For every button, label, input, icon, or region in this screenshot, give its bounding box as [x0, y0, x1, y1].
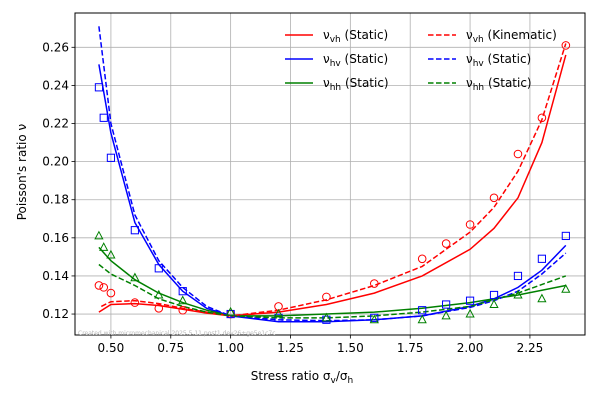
data-point-triangle: [99, 242, 109, 251]
legend-label: νhh (Static): [323, 76, 389, 93]
data-point-circle: [561, 41, 571, 50]
plot-frame: [74, 12, 586, 336]
plot-markers: [94, 41, 571, 324]
x-tick-label: 2.25: [517, 341, 544, 355]
data-point-square: [99, 113, 108, 122]
data-point-square: [537, 254, 547, 263]
data-point-circle: [94, 281, 104, 290]
data-point-square: [274, 313, 283, 322]
series-line-hv-dashed: [98, 26, 567, 322]
data-point-square: [442, 300, 451, 309]
data-point-circle: [178, 305, 188, 315]
x-tick-label: 0.75: [157, 341, 184, 355]
y-tick-label: 0.26: [42, 40, 69, 54]
data-point-triangle: [537, 293, 547, 303]
series-line-hh-solid: [98, 246, 566, 317]
x-tick-label: 0.50: [98, 341, 125, 355]
y-tick-label: 0.12: [42, 307, 69, 321]
x-tick-label: 1.00: [217, 341, 244, 355]
x-tick-label: 2.00: [457, 341, 484, 355]
data-point-triangle: [369, 314, 379, 324]
y-tick-label: 0.20: [42, 155, 69, 169]
data-point-circle: [537, 113, 547, 123]
data-point-square: [370, 313, 379, 322]
data-point-square: [513, 271, 523, 281]
y-tick-label: 0.22: [42, 117, 69, 131]
y-tick-label: 0.18: [42, 193, 69, 207]
data-point-square: [106, 153, 116, 162]
data-point-square: [561, 231, 570, 241]
data-point-circle: [106, 288, 116, 298]
data-point-triangle: [154, 289, 164, 299]
legend-label: νvh (Static): [323, 28, 388, 45]
data-point-circle: [322, 292, 331, 302]
x-axis-label: Stress ratio σv/σh: [251, 369, 353, 386]
data-point-triangle: [106, 249, 116, 259]
plot-lines: [98, 26, 567, 323]
y-axis-label: Poisson's ratio ν: [15, 123, 29, 220]
data-point-triangle: [441, 310, 451, 320]
y-axis-ticks: 0.12 0.14 0.16 0.18 0.20 0.22 0.24 0.26: [42, 40, 75, 321]
data-point-triangle: [513, 289, 523, 299]
data-point-circle: [513, 149, 523, 159]
grid: [75, 13, 585, 335]
data-point-circle: [465, 220, 475, 229]
data-point-square: [418, 306, 427, 315]
data-point-triangle: [130, 272, 140, 282]
data-point-circle: [130, 298, 140, 307]
data-point-circle: [99, 283, 109, 292]
data-point-triangle: [489, 299, 499, 308]
data-point-square: [178, 287, 187, 296]
x-axis-ticks: 0.50 0.75 1.00 1.25 1.50 1.75 2.00 2.25: [98, 335, 544, 355]
legend-label: νhh (Static): [466, 76, 532, 93]
data-point-triangle: [561, 284, 571, 293]
data-point-triangle: [273, 308, 284, 318]
x-tick-label: 1.25: [277, 341, 304, 355]
data-point-triangle: [417, 314, 427, 324]
y-tick-label: 0.14: [42, 269, 69, 283]
series-line-vh-dashed: [100, 43, 567, 317]
legend-label: νvh (Kinematic): [466, 28, 557, 45]
x-tick-label: 1.75: [397, 341, 424, 355]
data-point-square: [130, 226, 139, 235]
series-line-vh-solid: [98, 54, 567, 317]
x-tick-label: 1.50: [337, 341, 364, 355]
credit-watermark: Created with micromechanical 2025.5.11.p…: [78, 330, 276, 337]
data-point-circle: [417, 254, 427, 264]
y-tick-label: 0.24: [42, 78, 69, 92]
data-point-triangle: [94, 230, 104, 240]
data-point-square: [465, 296, 475, 305]
data-point-triangle: [465, 308, 475, 318]
data-point-triangle: [321, 312, 332, 322]
series-line-hv-solid: [98, 64, 567, 323]
data-point-square: [154, 264, 163, 273]
data-point-circle: [489, 193, 499, 203]
data-point-triangle: [178, 295, 188, 305]
y-tick-label: 0.16: [42, 231, 69, 245]
data-point-square: [489, 290, 499, 300]
data-point-square: [94, 83, 104, 92]
legend: νvh (Static) νhv (Static) νhh (Static) νvh …: [285, 28, 557, 93]
data-point-circle: [154, 304, 164, 313]
data-point-circle: [369, 279, 379, 288]
legend-label: νhv (Static): [323, 52, 388, 69]
data-point-circle: [441, 239, 451, 248]
legend-label: νhv (Static): [466, 52, 531, 69]
data-point-triangle: [225, 306, 236, 316]
